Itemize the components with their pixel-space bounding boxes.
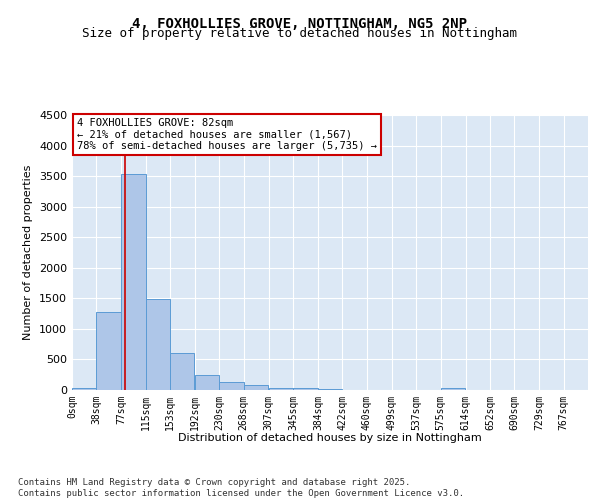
Bar [121,174,146,390]
Text: Contains HM Land Registry data © Crown copyright and database right 2025.
Contai: Contains HM Land Registry data © Crown c… [18,478,464,498]
Text: Size of property relative to detached houses in Nottingham: Size of property relative to detached ho… [83,28,517,40]
Bar [269,388,293,390]
Bar [97,312,121,390]
X-axis label: Distribution of detached houses by size in Nottingham: Distribution of detached houses by size … [178,433,482,443]
Bar [293,388,317,390]
Y-axis label: Number of detached properties: Number of detached properties [23,165,34,340]
Bar [440,388,465,390]
Bar [220,382,244,390]
Bar [244,384,268,390]
Text: 4 FOXHOLLIES GROVE: 82sqm
← 21% of detached houses are smaller (1,567)
78% of se: 4 FOXHOLLIES GROVE: 82sqm ← 21% of detac… [77,118,377,151]
Bar [72,388,97,390]
Bar [146,299,170,390]
Bar [195,374,220,390]
Text: 4, FOXHOLLIES GROVE, NOTTINGHAM, NG5 2NP: 4, FOXHOLLIES GROVE, NOTTINGHAM, NG5 2NP [133,18,467,32]
Bar [170,354,194,390]
